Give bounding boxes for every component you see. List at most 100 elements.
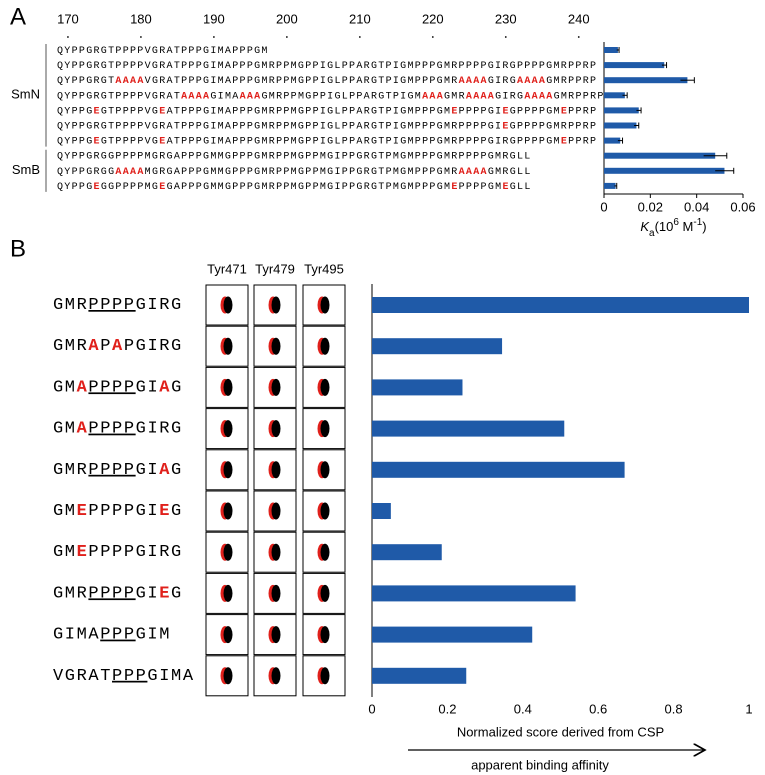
csp-peak-bound bbox=[271, 543, 281, 561]
text-segment: E bbox=[159, 502, 171, 521]
x-tick-label: 0 bbox=[600, 199, 607, 214]
group-label: SmB bbox=[12, 162, 40, 177]
text-segment: A bbox=[159, 461, 171, 480]
text-segment: PPPP bbox=[88, 420, 135, 439]
x-tick-label: 0.2 bbox=[438, 701, 456, 716]
panel-label: A bbox=[10, 3, 26, 30]
text-segment: G bbox=[171, 379, 183, 398]
text-segment: GI bbox=[136, 585, 160, 604]
bar bbox=[372, 379, 463, 396]
bar bbox=[372, 420, 565, 437]
text-segment: GMRPPRP bbox=[554, 91, 605, 102]
bar bbox=[372, 585, 576, 602]
text-segment: AAAA bbox=[181, 91, 210, 102]
text-segment: GIRG bbox=[136, 296, 183, 315]
ruler-tick bbox=[285, 36, 288, 38]
text-segment: GMR bbox=[53, 338, 88, 357]
csp-peak-bound bbox=[271, 502, 281, 520]
text-segment: PPPPGI bbox=[88, 502, 159, 521]
text-segment: AAAA bbox=[517, 76, 546, 87]
text-segment: GM bbox=[53, 420, 77, 439]
csp-peak-bound bbox=[320, 543, 330, 561]
text-segment: AAAA bbox=[459, 166, 488, 177]
csp-peak-bound bbox=[320, 420, 330, 438]
category-label: GMRAPAPGIRG bbox=[53, 338, 183, 357]
text-segment: A bbox=[112, 338, 124, 357]
text-segment: ) bbox=[702, 219, 706, 234]
text-segment: E bbox=[502, 182, 509, 193]
ruler-tick bbox=[504, 36, 507, 38]
text-segment: QYPPGRGTPPPPVGRAT bbox=[57, 91, 181, 102]
bar bbox=[604, 167, 725, 174]
csp-peak-bound bbox=[320, 667, 330, 685]
text-segment: GPPPPGM bbox=[510, 106, 561, 117]
csp-peak-bound bbox=[320, 584, 330, 602]
text-segment: AAAA bbox=[466, 91, 495, 102]
text-segment: GTPPPPVG bbox=[101, 106, 159, 117]
csp-peak-bound bbox=[320, 378, 330, 396]
text-segment: GMR bbox=[53, 585, 88, 604]
csp-peak-bound bbox=[271, 378, 281, 396]
bar bbox=[372, 626, 533, 643]
csp-peak-bound bbox=[271, 667, 281, 685]
category-label: GMRPPPPGIAG bbox=[53, 461, 183, 480]
bar bbox=[604, 152, 716, 159]
text-segment: PPPP bbox=[88, 461, 135, 480]
text-segment: E bbox=[94, 106, 101, 117]
category-label: GMEPPPPGIRG bbox=[53, 544, 183, 563]
text-segment: E bbox=[561, 106, 568, 117]
text-segment: a bbox=[649, 228, 655, 239]
sequence-row: QYPPGEGTPPPPVGEATPPPGIMAPPPGMRPPMGPPIGLP… bbox=[57, 106, 597, 117]
text-segment: GMRPPMGPPIGLPPARGTPIGM bbox=[261, 91, 422, 102]
error-bar bbox=[634, 122, 640, 129]
sequence-row: QYPPGRGTPPPPVGRATPPPGIMAPPPGM bbox=[57, 46, 269, 57]
category-label: GMEPPPPGIEG bbox=[53, 502, 183, 521]
error-bar bbox=[703, 152, 728, 159]
error-bar bbox=[661, 62, 668, 69]
x-tick-label: 0.6 bbox=[589, 701, 607, 716]
csp-peak-bound bbox=[320, 296, 330, 314]
text-segment: VGRATPPPGIMAPPPGMRPPMGPPIGLPPARGTPIGMPPP… bbox=[145, 76, 459, 87]
csp-peak-bound bbox=[223, 420, 233, 438]
csp-peak-bound bbox=[223, 378, 233, 396]
text-segment: PPPP bbox=[88, 296, 135, 315]
text-segment: GLL bbox=[510, 182, 532, 193]
ruler-tick bbox=[431, 36, 434, 38]
x-tick-label: 1 bbox=[745, 701, 752, 716]
sequence-row: QYPPGEGTPPPPVGEATPPPGIMAPPPGMRPPMGPPIGLP… bbox=[57, 136, 597, 147]
sequence-row: QYPPGRGGAAAAMGRGAPPPGMMGPPPGMRPPMGPPMGIP… bbox=[57, 166, 532, 177]
text-segment: PPPPGI bbox=[459, 106, 503, 117]
bar bbox=[604, 122, 637, 129]
ruler-tick bbox=[577, 36, 580, 38]
text-segment: PPRP bbox=[568, 136, 597, 147]
text-segment: GM bbox=[53, 544, 77, 563]
x-axis-label: Ka(106 M-1) bbox=[640, 217, 706, 239]
csp-thumbnail bbox=[302, 408, 346, 450]
text-segment: QYPPGRGG bbox=[57, 166, 115, 177]
text-segment: GPPPPGMRPPRP bbox=[510, 121, 598, 132]
text-segment: GIRG bbox=[495, 91, 524, 102]
x-tick-label: 0.4 bbox=[514, 701, 532, 716]
text-segment: G bbox=[171, 585, 183, 604]
text-segment: GIMA bbox=[210, 91, 239, 102]
csp-peak-bound bbox=[320, 626, 330, 644]
text-segment: 6 bbox=[673, 217, 679, 228]
text-segment: E bbox=[159, 182, 166, 193]
text-segment: GIMA bbox=[147, 667, 194, 686]
text-segment: GMRPPRP bbox=[546, 76, 597, 87]
csp-peak-bound bbox=[223, 461, 233, 479]
text-segment: QYPPGRGT bbox=[57, 76, 115, 87]
text-segment: QYPPGRGTPPPPVGRATPPPGIMAPPPGMRPPMGPPIGLP… bbox=[57, 121, 502, 132]
csp-peak-bound bbox=[223, 584, 233, 602]
error-bar bbox=[614, 182, 618, 189]
text-segment: VGRAT bbox=[53, 667, 112, 686]
sequence-row: QYPPGEGGPPPPMGEGAPPPGMMGPPPGMRPPMGPPMGIP… bbox=[57, 182, 532, 193]
text-segment: GMR bbox=[53, 461, 88, 480]
csp-peak-bound bbox=[271, 337, 281, 355]
error-bar bbox=[617, 137, 624, 144]
text-segment: PPP bbox=[100, 626, 135, 645]
csp-peak-bound bbox=[271, 461, 281, 479]
text-segment: PPP bbox=[112, 667, 147, 686]
bar bbox=[372, 544, 442, 561]
